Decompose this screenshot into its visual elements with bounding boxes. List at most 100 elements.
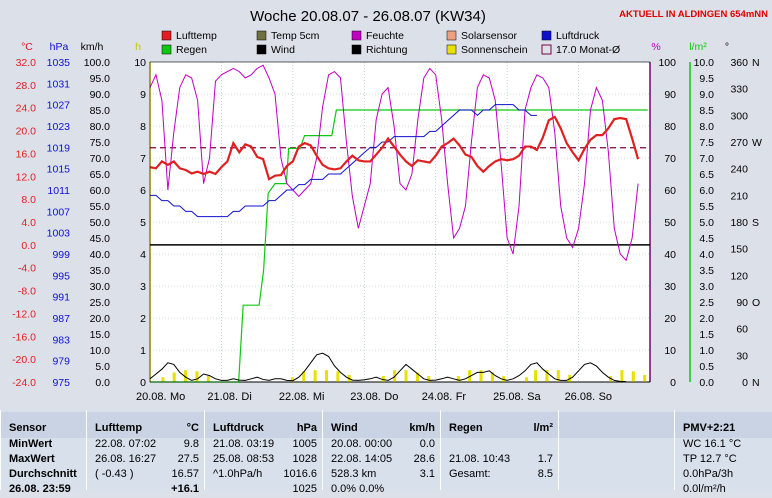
tick-rain-17: 1.5 (699, 329, 714, 341)
tick-direction-2: 300 (730, 110, 748, 122)
tick-rain-14: 3.0 (699, 281, 714, 293)
rain-total-value: 8.5 (537, 468, 553, 480)
tick-wind-2: 90.0 (90, 89, 111, 101)
weather-chart: Woche 20.08.07 - 26.08.07 (KW34) AKTUELL… (12, 8, 769, 403)
col-unit-pressure: hPa (296, 422, 317, 434)
tick-sun-2: 8 (140, 121, 146, 133)
x-label-6: 23.08. (350, 391, 381, 403)
tick-rain-12: 4.0 (699, 249, 714, 261)
legend-swatch-8 (541, 30, 552, 41)
wind-min-value: 0.0 (419, 438, 435, 450)
plot-frame (149, 61, 651, 383)
temp-min-value: 9.8 (183, 438, 199, 450)
tick-temp-10: -8.0 (18, 286, 36, 298)
tick-pressure-5: 1015 (47, 164, 71, 176)
pressure-min-value: 1005 (292, 438, 317, 450)
stats-col-temp: Lufttemp °C 22.08. 07:02 9.8 26.08. 16:27 2… (86, 410, 205, 495)
tick-pressure-3: 1023 (47, 121, 71, 133)
x-label-13: So (599, 391, 612, 403)
x-label-8: 24.08. (422, 391, 453, 403)
col-unit-wind: km/h (409, 422, 435, 434)
col-header-pmv: PMV+2:21 (683, 422, 736, 434)
tick-humidity-3: 70 (664, 153, 676, 165)
legend-swatch-5 (351, 44, 362, 55)
tick-direction-letter-12: N (752, 377, 760, 389)
tick-sun-4: 6 (140, 185, 146, 197)
tick-rain-0: 10.0 (694, 57, 715, 69)
tick-humidity-6: 40 (664, 249, 676, 261)
tick-rain-8: 6.0 (699, 185, 714, 197)
tick-humidity-5: 50 (664, 217, 676, 229)
tick-rain-20: 0.0 (699, 377, 714, 389)
temp-min-time: 22.08. 07:02 (95, 438, 157, 450)
tick-temp-14: -24.0 (12, 377, 36, 389)
tick-direction-10: 60 (736, 324, 748, 336)
tick-rain-5: 7.5 (699, 137, 714, 149)
tick-rain-15: 2.5 (699, 297, 714, 309)
wind-avg-value: 3.1 (419, 468, 435, 480)
axis-unit-5: l/m² (689, 41, 707, 53)
sunshine-bar-11 (381, 376, 385, 382)
axis-unit-2: km/h (81, 41, 104, 53)
stats-col-blank (558, 410, 675, 490)
legend-label-4: Feuchte (366, 30, 404, 42)
legend-swatch-1 (161, 44, 172, 55)
series-humidity-line (149, 64, 639, 262)
rain-rate: 0.0l/m²/h (683, 483, 726, 495)
col-header-wind: Wind (331, 422, 358, 434)
legend-label-7: Sonnenschein (461, 44, 528, 56)
stats-col-rain: Regen l/m² 21.08. 10:43 1.7 Gesamt: 8.5 (440, 410, 559, 490)
tick-humidity-8: 20 (664, 313, 676, 325)
tick-humidity-4: 60 (664, 185, 676, 197)
wind-min-time: 20.08. 00:00 (331, 438, 393, 450)
x-label-11: Sa (527, 391, 541, 403)
legend-label-1: Regen (176, 44, 207, 56)
tick-temp-12: -16.0 (12, 331, 36, 343)
stats-col-pressure: Luftdruck hPa 21.08. 03:19 1005 25.08. 08:… (204, 410, 323, 495)
tick-direction-0: 360 (730, 57, 748, 69)
tick-sun-10: 0 (140, 377, 146, 389)
x-label-7: Do (384, 391, 398, 403)
sunshine-bar-14 (415, 372, 419, 382)
tick-wind-9: 55.0 (90, 201, 111, 213)
tick-rain-16: 2.0 (699, 313, 714, 325)
sunshine-bar-16 (456, 376, 460, 382)
tick-rain-19: 0.5 (699, 361, 714, 373)
sunshine-bar-0 (161, 377, 165, 382)
x-label-2: 21.08. (207, 391, 238, 403)
tick-sun-7: 3 (140, 281, 146, 293)
tick-temp-9: -4.0 (18, 263, 36, 275)
tick-direction-11: 30 (736, 350, 748, 362)
pressure-max-value: 1028 (292, 453, 317, 465)
axis-unit-labels: °C hPa km/h h% l/m² ° (21, 41, 729, 53)
tick-sun-8: 2 (140, 313, 146, 325)
x-label-0: 20.08. (136, 391, 167, 403)
tick-wind-18: 10.0 (90, 345, 111, 357)
wind-distance: 528.3 km (331, 468, 377, 480)
tick-wind-8: 60.0 (90, 185, 111, 197)
dew-point-value: TP 12.7 °C (683, 453, 737, 465)
tick-sun-6: 4 (140, 249, 146, 261)
legend-swatch-2 (256, 30, 267, 41)
tick-direction-6: 180 (730, 217, 748, 229)
tick-rain-2: 9.0 (699, 89, 714, 101)
tick-direction-3: 270 (730, 137, 748, 149)
tick-temp-2: 24.0 (16, 103, 37, 115)
tick-temp-7: 4.0 (21, 217, 36, 229)
rain-max-time: 21.08. 10:43 (449, 453, 511, 465)
tick-wind-3: 85.0 (90, 105, 111, 117)
tick-wind-10: 50.0 (90, 217, 111, 229)
tick-rain-1: 9.5 (699, 73, 714, 85)
sunshine-bar-19 (490, 372, 494, 382)
legend-label-0: Lufttemp (176, 30, 217, 42)
sunshine-bar-5 (290, 377, 294, 382)
legend-swatch-3 (256, 44, 267, 55)
x-label-9: Fr (456, 391, 467, 403)
tick-pressure-14: 979 (52, 356, 70, 368)
tick-pressure-0: 1035 (47, 57, 71, 69)
sunshine-bar-4 (206, 376, 210, 382)
tick-temp-4: 16.0 (16, 148, 37, 160)
tick-sun-1: 9 (140, 89, 146, 101)
temp-max-value: 27.5 (177, 453, 199, 465)
tick-sun-9: 1 (140, 345, 146, 357)
